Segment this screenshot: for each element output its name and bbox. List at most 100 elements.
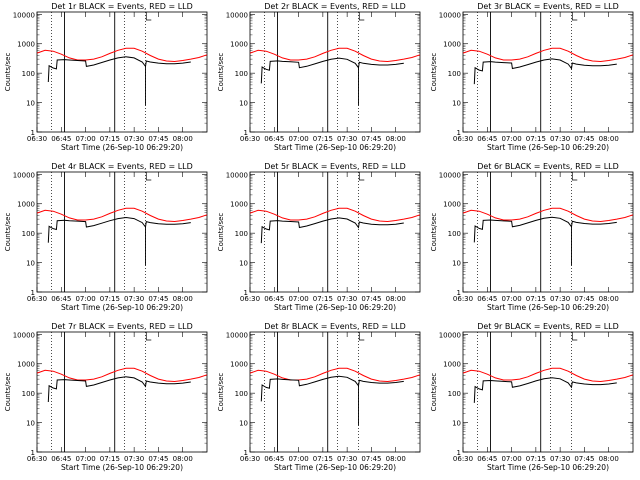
series-lld-line [249,367,421,383]
x-tick-label: 07:45 [574,455,594,463]
panel-det-6: Det 6r BLACK = Events, RED = LLD 1 10 100 10… [430,162,634,312]
y-tick-label: 10000 [13,11,35,19]
series-lld-line [249,47,421,63]
y-tick-label: 10 [239,100,248,108]
y-tick-label: 1000 [443,361,461,369]
y-axis-label: Counts/sec [217,213,225,252]
x-axis-label: Start Time (26-Sep-10 06:29:20) [487,143,609,152]
series-events-line [47,56,191,83]
y-tick-label: 100 [22,70,35,78]
x-tick-label: 07:15 [526,455,546,463]
x-tick-label: 06:45 [51,455,71,463]
series-events-line [473,58,617,85]
panel-title: Det 7r BLACK = Events, RED = LLD [51,322,193,331]
x-tick-label: 07:15 [100,135,120,143]
y-tick-label: 1000 [17,41,35,49]
y-tick-label: 10000 [13,171,35,179]
x-tick-label: 07:00 [75,295,95,303]
y-tick-label: 1000 [230,201,248,209]
y-axis-label: Counts/sec [4,53,12,92]
y-tick-label: 10000 [439,171,461,179]
interval-marker [571,172,578,181]
plot-frame [249,331,421,453]
series-events-line [473,377,617,403]
y-tick-label: 10 [26,260,35,268]
y-axis-label: Counts/sec [430,373,438,412]
series-events-line [47,376,191,403]
y-tick-label: 1000 [443,201,461,209]
y-tick-label: 1 [457,449,461,457]
plot-frame [36,171,208,293]
interval-marker [358,12,365,21]
x-tick-label: 06:30 [453,455,473,463]
x-tick-label: 07:15 [100,455,120,463]
series-events-line [260,375,404,402]
x-tick-label: 06:30 [453,135,473,143]
x-tick-label: 06:45 [51,295,71,303]
y-tick-label: 1 [244,289,248,297]
x-tick-label: 08:00 [599,295,619,303]
y-tick-label: 10 [26,420,35,428]
series-lld-line [462,47,634,63]
y-tick-label: 10000 [439,331,461,339]
x-tick-label: 07:30 [337,295,357,303]
panel-title: Det 4r BLACK = Events, RED = LLD [51,162,193,171]
plot-frame [36,331,208,453]
y-tick-label: 100 [235,70,248,78]
y-tick-label: 10 [239,260,248,268]
x-tick-label: 07:30 [124,295,144,303]
y-tick-label: 1000 [443,41,461,49]
y-tick-label: 1000 [230,41,248,49]
x-tick-label: 08:00 [173,295,193,303]
y-tick-label: 10 [239,420,248,428]
interval-marker [145,12,152,21]
y-axis-label: Counts/sec [217,373,225,412]
interval-marker [571,12,578,21]
y-tick-label: 10 [452,100,461,108]
panel-title: Det 3r BLACK = Events, RED = LLD [477,2,619,11]
y-tick-label: 1 [244,449,248,457]
y-tick-label: 1 [31,289,35,297]
plot-frame [462,11,634,133]
x-tick-label: 07:00 [75,135,95,143]
x-tick-label: 07:30 [337,455,357,463]
x-tick-label: 07:00 [288,135,308,143]
x-tick-label: 07:30 [124,455,144,463]
y-tick-label: 1 [31,449,35,457]
x-tick-label: 07:30 [550,135,570,143]
x-axis-label: Start Time (26-Sep-10 06:29:20) [487,303,609,312]
y-axis-label: Counts/sec [217,53,225,92]
x-tick-label: 08:00 [386,295,406,303]
series-events-line [260,217,404,244]
y-tick-label: 100 [22,230,35,238]
y-tick-label: 1 [31,129,35,137]
x-tick-label: 06:30 [27,135,47,143]
panel-det-3: Det 3r BLACK = Events, RED = LLD 1 10 100 10… [430,2,634,152]
plot-frame [462,331,634,453]
series-events-line [47,216,191,243]
series-lld-line [36,47,208,63]
series-lld-line [36,367,208,383]
y-axis-label: Counts/sec [430,53,438,92]
x-tick-label: 07:45 [148,295,168,303]
x-tick-label: 07:00 [75,455,95,463]
interval-marker [358,332,365,341]
y-tick-label: 1000 [230,361,248,369]
x-tick-label: 08:00 [599,455,619,463]
x-tick-label: 06:45 [477,135,497,143]
y-tick-label: 1000 [17,201,35,209]
y-axis-label: Counts/sec [4,213,12,252]
y-tick-label: 100 [22,390,35,398]
x-tick-label: 06:45 [264,135,284,143]
x-axis-label: Start Time (26-Sep-10 06:29:20) [274,463,396,472]
y-tick-label: 1 [457,289,461,297]
x-tick-label: 06:30 [240,455,260,463]
x-tick-label: 07:15 [313,295,333,303]
y-tick-label: 10000 [226,331,248,339]
y-tick-label: 10000 [439,11,461,19]
panel-title: Det 9r BLACK = Events, RED = LLD [477,322,619,331]
x-tick-label: 08:00 [599,135,619,143]
x-axis-label: Start Time (26-Sep-10 06:29:20) [274,303,396,312]
x-axis-label: Start Time (26-Sep-10 06:29:20) [487,463,609,472]
